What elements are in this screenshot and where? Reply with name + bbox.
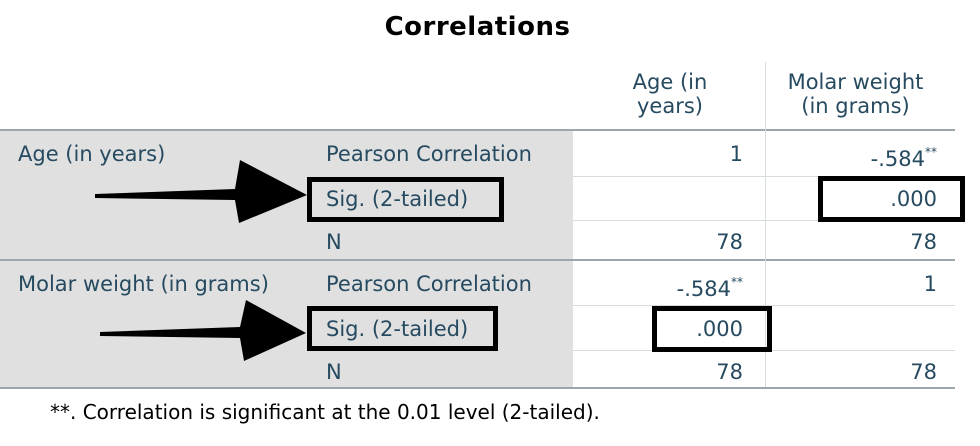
row-label-n: N [326, 360, 342, 384]
row-line [573, 305, 955, 306]
footnote: **. Correlation is significant at the 0.… [50, 400, 600, 424]
col-header-molar: Molar weight (in grams) [787, 70, 924, 118]
col-divider [765, 62, 766, 387]
cell-value: 1 [923, 272, 937, 296]
highlight-box-sig-label-1 [307, 177, 504, 222]
cell-value: -.584** [870, 145, 937, 171]
row-label-pearson: Pearson Correlation [326, 272, 532, 296]
cell-value: -.584** [676, 275, 743, 301]
highlight-box-sig-value-1 [818, 176, 965, 222]
cell-value: 78 [716, 360, 743, 384]
cell-value: 78 [910, 360, 937, 384]
arrow-icon [100, 300, 306, 361]
significance-marker: ** [731, 275, 743, 289]
group-separator [0, 259, 955, 261]
table-bottom [0, 387, 955, 389]
row-variable-age: Age (in years) [18, 142, 166, 166]
row-label-sig: Sig. (2-tailed) [326, 187, 469, 211]
col-header-age: Age (in years) [632, 70, 708, 118]
cell-value: .000 [696, 317, 743, 341]
row-line [573, 220, 955, 221]
row-line [573, 176, 955, 177]
cell-value: 78 [716, 230, 743, 254]
cell-value: 78 [910, 230, 937, 254]
significance-marker: ** [925, 145, 937, 159]
arrow-icon [95, 160, 307, 223]
row-label-sig: Sig. (2-tailed) [326, 317, 469, 341]
highlight-box-sig-label-2 [307, 306, 498, 351]
row-variable-molar: Molar weight (in grams) [18, 272, 269, 296]
row-label-n: N [326, 230, 342, 254]
highlight-box-sig-value-2 [652, 306, 772, 352]
row-label-pearson: Pearson Correlation [326, 142, 532, 166]
header-separator [0, 129, 955, 131]
cell-value: 1 [729, 142, 743, 166]
cell-value: .000 [890, 187, 937, 211]
table-title: Correlations [384, 12, 571, 42]
